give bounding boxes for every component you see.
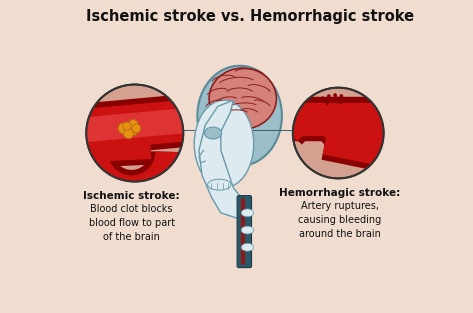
Ellipse shape — [194, 100, 254, 188]
FancyBboxPatch shape — [237, 196, 252, 268]
Circle shape — [129, 120, 138, 129]
Circle shape — [86, 85, 184, 182]
Circle shape — [327, 94, 331, 98]
Polygon shape — [199, 100, 246, 219]
Circle shape — [340, 94, 343, 98]
Circle shape — [333, 93, 337, 97]
Text: Blood clot blocks
blood flow to part
of the brain: Blood clot blocks blood flow to part of … — [88, 204, 175, 242]
Circle shape — [321, 96, 324, 100]
Ellipse shape — [122, 124, 139, 136]
Text: Artery ruptures,
causing bleeding
around the brain: Artery ruptures, causing bleeding around… — [298, 201, 381, 239]
Text: Hemorrhagic stroke:: Hemorrhagic stroke: — [279, 188, 401, 198]
Ellipse shape — [241, 209, 254, 217]
Circle shape — [322, 99, 326, 102]
Text: Ischemic stroke vs. Hemorrhagic stroke: Ischemic stroke vs. Hemorrhagic stroke — [86, 9, 414, 24]
Circle shape — [335, 96, 339, 100]
Text: Ischemic stroke:: Ischemic stroke: — [83, 191, 180, 201]
Circle shape — [329, 97, 332, 101]
Circle shape — [293, 88, 384, 178]
Circle shape — [332, 100, 335, 103]
Ellipse shape — [197, 66, 282, 166]
Circle shape — [123, 122, 131, 130]
Ellipse shape — [204, 127, 222, 139]
Circle shape — [325, 101, 329, 105]
Circle shape — [123, 129, 133, 139]
Circle shape — [118, 123, 130, 134]
Circle shape — [340, 98, 343, 102]
Ellipse shape — [209, 68, 276, 129]
Circle shape — [338, 100, 342, 104]
Ellipse shape — [241, 244, 254, 251]
Ellipse shape — [241, 226, 254, 234]
Circle shape — [132, 124, 141, 133]
